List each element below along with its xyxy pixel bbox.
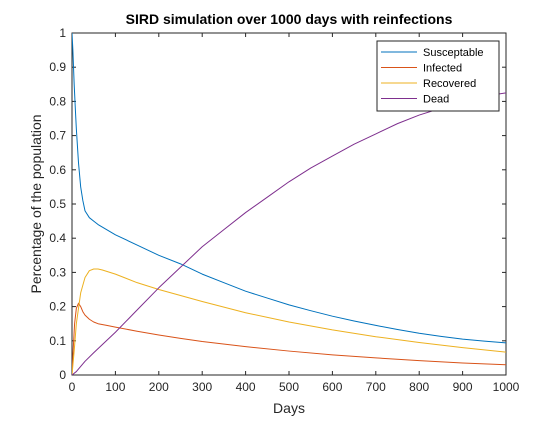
legend-label: Dead [423,94,449,106]
chart-title: SIRD simulation over 1000 days with rein… [126,11,453,27]
legend-box [376,40,500,112]
y-tick-label: 1 [59,26,66,40]
y-tick-label: 0.5 [49,197,66,211]
series-line-recovered [72,268,506,375]
legend-label: Recovered [423,78,476,90]
y-tick-label: 0 [59,368,66,382]
x-tick-label: 100 [105,380,125,394]
y-tick-label: 0.3 [49,265,66,279]
y-tick-label: 0.9 [49,60,66,74]
x-tick-label: 500 [279,380,299,394]
y-tick-label: 0.7 [49,129,66,143]
x-tick-label: 800 [409,380,429,394]
legend-label: Infected [423,63,462,75]
x-tick-label: 900 [453,380,473,394]
x-tick-label: 1000 [493,380,520,394]
y-axis-label: Percentage of the population [28,114,44,293]
y-tick-label: 0.8 [49,94,66,108]
legend-label: Susceptable [423,47,484,59]
x-axis-label: Days [273,400,305,416]
x-tick-label: 0 [69,380,76,394]
y-tick-label: 0.4 [49,231,66,245]
y-tick-label: 0.6 [49,163,66,177]
x-tick-label: 300 [192,380,212,394]
x-tick-label: 400 [236,380,256,394]
series-line-infected [72,302,506,375]
x-tick-label: 200 [149,380,169,394]
series-line-susceptable [72,33,506,344]
y-tick-label: 0.1 [49,334,66,348]
series-line-dead [72,92,506,375]
y-tick-label: 0.2 [49,300,66,314]
legend: Susceptable Infected Recovered Dead [376,40,500,112]
x-tick-label: 600 [322,380,342,394]
x-tick-label: 700 [366,380,386,394]
